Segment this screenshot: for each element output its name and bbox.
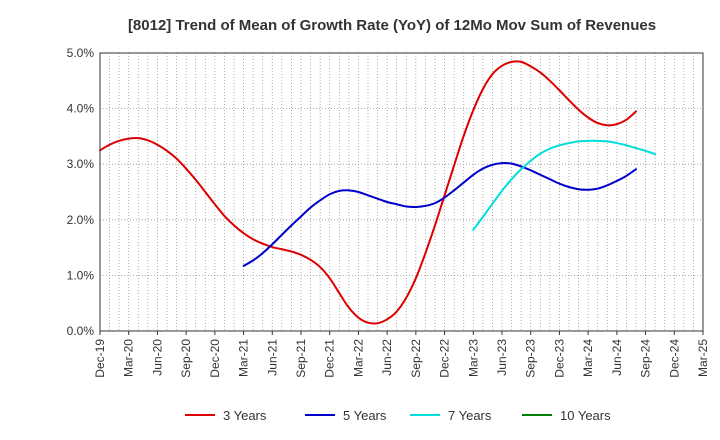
legend: 3 Years 5 Years 7 Years 10 Years — [185, 408, 611, 423]
series-line-3-years — [99, 60, 637, 325]
x-tick-label: Sep-23 — [524, 339, 538, 378]
x-tick-label: Mar-23 — [466, 339, 480, 377]
series-layer — [99, 60, 657, 325]
x-tick-label: Sep-22 — [409, 339, 423, 378]
series-line-7-years — [472, 139, 657, 231]
x-tick-label: Mar-21 — [237, 339, 251, 377]
x-tick-label: Mar-20 — [122, 339, 136, 377]
x-tick-label: Dec-21 — [323, 339, 337, 378]
y-tick-label: 2.0% — [67, 213, 95, 227]
series-line-5-years — [242, 162, 637, 267]
x-tick-label: Dec-24 — [667, 339, 681, 378]
x-tick-label: Jun-23 — [495, 339, 509, 376]
x-tick-label: Dec-19 — [93, 339, 107, 378]
x-tick-label: Jun-22 — [380, 339, 394, 376]
x-tick-label: Jun-21 — [265, 339, 279, 376]
x-tick-label: Mar-24 — [581, 339, 595, 377]
x-tick-label: Sep-24 — [639, 339, 653, 378]
x-tick-label: Sep-21 — [294, 339, 308, 378]
axes: 0.0% 1.0% 2.0% 3.0% 4.0% 5.0% Dec-19 Mar-20 Jun-… — [67, 46, 710, 378]
x-tick-label: Dec-22 — [438, 339, 452, 378]
plot-border — [99, 52, 704, 332]
x-tick-label: Dec-23 — [552, 339, 566, 378]
y-tick-label: 4.0% — [67, 102, 95, 116]
y-tick-label: 5.0% — [67, 46, 95, 60]
y-tick-label: 0.0% — [67, 324, 95, 338]
legend-label: 5 Years — [343, 408, 387, 423]
y-tick-label: 3.0% — [67, 157, 95, 171]
y-tick-label: 1.0% — [67, 268, 95, 282]
legend-label: 3 Years — [223, 408, 267, 423]
plot-background — [100, 53, 703, 331]
x-tick-label: Mar-25 — [696, 339, 710, 377]
legend-label: 10 Years — [560, 408, 611, 423]
x-tick-label: Jun-20 — [150, 339, 164, 376]
legend-label: 7 Years — [448, 408, 492, 423]
gridlines — [99, 52, 704, 332]
x-tick-label: Jun-24 — [610, 339, 624, 376]
plot-area — [100, 53, 703, 331]
chart-title: [8012] Trend of Mean of Growth Rate (YoY… — [128, 17, 656, 34]
x-tick-label: Dec-20 — [208, 339, 222, 378]
x-tick-label: Mar-22 — [351, 339, 365, 377]
x-tick-label: Sep-20 — [179, 339, 193, 378]
